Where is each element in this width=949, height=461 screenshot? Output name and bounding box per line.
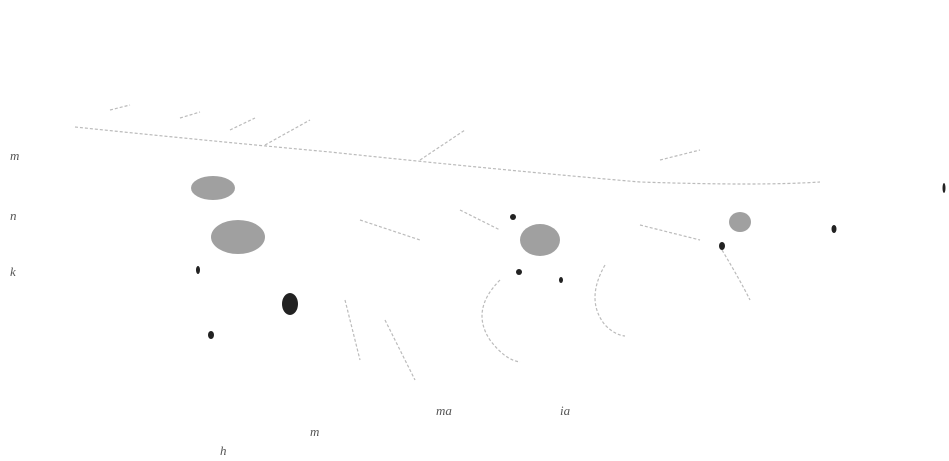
dark-spot: [942, 183, 946, 193]
label: n: [10, 208, 17, 223]
curve-4: [384, 319, 416, 381]
dark-spot: [196, 266, 200, 274]
hatching: [109, 104, 701, 161]
label: k: [10, 264, 16, 279]
dark-spot: [559, 277, 563, 283]
drawing: [74, 104, 946, 381]
label: ma: [436, 403, 452, 418]
dark-spot: [719, 242, 725, 250]
label: m: [310, 424, 319, 439]
nucleus-blob: [729, 212, 751, 232]
label: h: [220, 443, 227, 458]
upper-line: [74, 126, 821, 185]
nucleus-blob: [520, 224, 560, 256]
curve-2: [594, 264, 626, 337]
dark-spot: [282, 293, 298, 315]
dark-spot: [516, 269, 522, 275]
scatter-strokes: [344, 209, 701, 361]
curve-1: [481, 279, 521, 363]
dark-spot: [510, 214, 516, 220]
nucleus-blob: [211, 220, 265, 254]
label: m: [10, 148, 19, 163]
granule-cloud: [191, 176, 235, 200]
label: ia: [560, 403, 571, 418]
dark-spot: [208, 331, 214, 339]
curve-3: [721, 249, 751, 301]
dark-spot: [831, 225, 837, 233]
